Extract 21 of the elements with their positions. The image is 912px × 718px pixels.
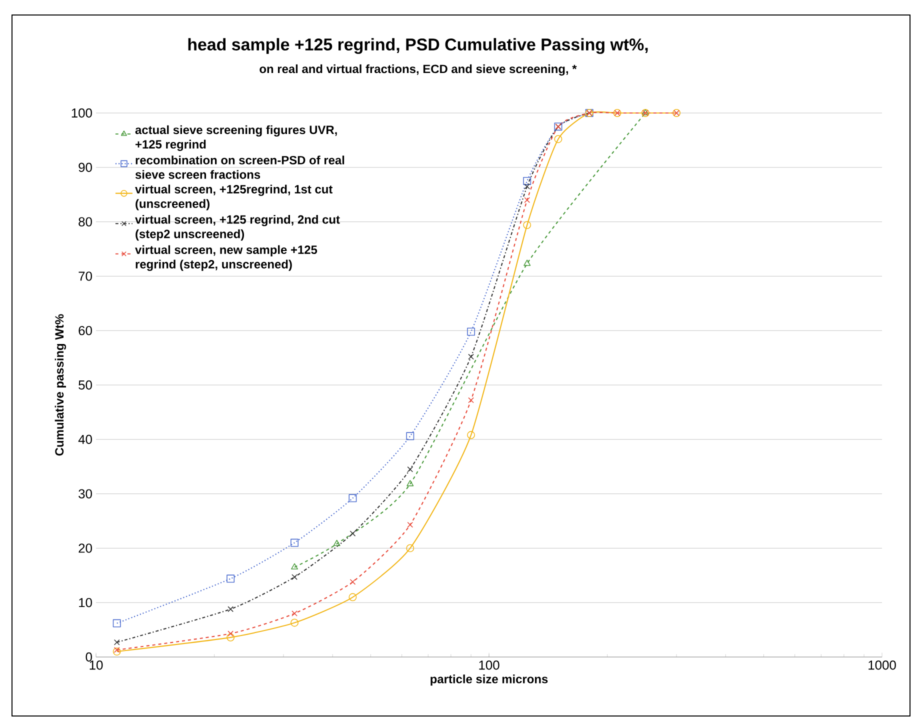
x-axis-title: particle size microns — [430, 674, 548, 686]
y-tick-label: 80 — [78, 217, 92, 226]
legend-label: virtual screen, +125 regrind, 2nd cut (step2 unscreened) — [135, 214, 340, 241]
y-tick-label: 90 — [78, 162, 92, 172]
y-tick-label: 40 — [78, 434, 92, 444]
x-tick-label: 1000 — [868, 660, 896, 670]
y-axis-title: Cumulative passing Wt% — [54, 314, 66, 456]
y-tick-label: 60 — [78, 326, 92, 336]
y-tick-label: 100 — [72, 108, 92, 118]
chart-subtitle: on real and virtual fractions, ECD and sieve screening, * — [260, 64, 577, 76]
y-tick-label: 20 — [78, 544, 92, 553]
y-tick-label: 0 — [86, 652, 92, 662]
y-tick-label: 10 — [79, 598, 92, 608]
x-tick-label: 10 — [90, 660, 103, 670]
y-tick-label: 30 — [78, 489, 92, 498]
y-tick-label: 70 — [78, 272, 92, 281]
legend-label: virtual screen, new sample +125 regrind (step2, unscreened) — [135, 245, 318, 271]
x-tick-label: 100 — [479, 660, 500, 670]
legend-label: virtual screen, +125regrind, 1st cut (unscreened) — [135, 184, 333, 210]
y-tick-label: 50 — [78, 380, 92, 390]
chart-title: head sample +125 regrind, PSD Cumulative Passing wt%, — [188, 38, 648, 54]
